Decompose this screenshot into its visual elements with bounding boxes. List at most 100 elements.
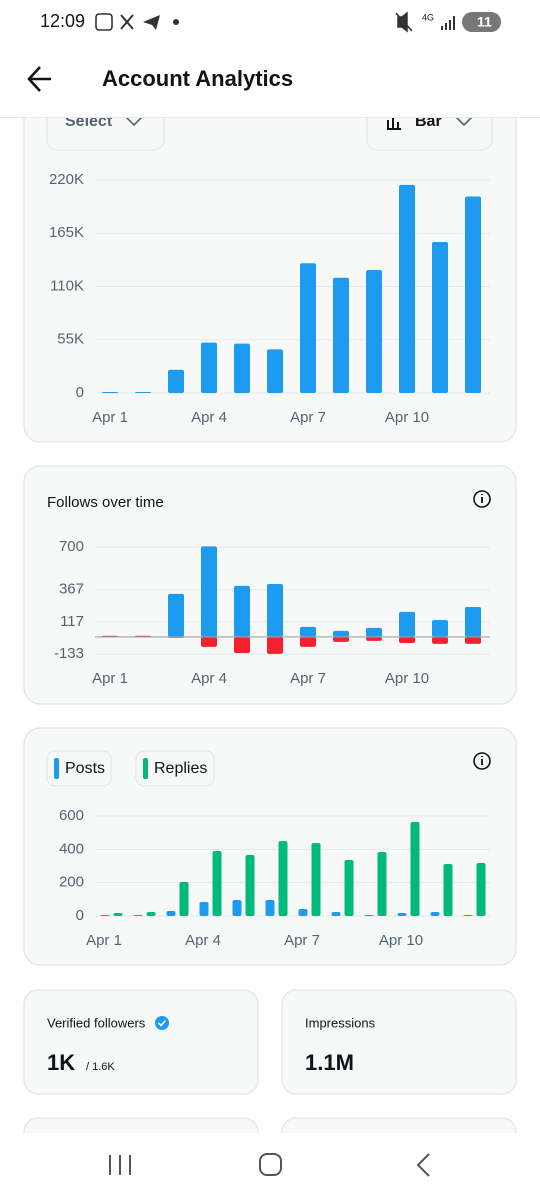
x-tick-label: Apr 7 <box>290 670 326 687</box>
legend-label: Posts <box>65 760 105 777</box>
legend-chip[interactable] <box>46 750 112 787</box>
bar <box>333 277 349 393</box>
card <box>23 727 517 966</box>
bar <box>102 392 118 393</box>
content: Select Bar Follows over time Posts Repli… <box>23 69 517 1179</box>
x-tick-label: Apr 1 <box>92 409 128 426</box>
x-tick-label: Apr 4 <box>191 670 227 687</box>
bar <box>443 864 453 916</box>
bar <box>113 913 123 916</box>
battery <box>462 12 501 32</box>
bar <box>397 913 407 916</box>
info-icon[interactable] <box>473 490 491 508</box>
status-icon <box>143 15 160 30</box>
bar <box>135 392 151 393</box>
stat-label: Impressions <box>305 1015 376 1030</box>
y-tick-label: 700 <box>59 538 84 555</box>
recents-button[interactable] <box>109 1155 131 1175</box>
bar <box>399 611 415 637</box>
bar <box>168 593 184 637</box>
bar <box>366 270 382 393</box>
home-button[interactable] <box>259 1153 282 1176</box>
bar <box>278 841 288 916</box>
bar <box>168 369 184 393</box>
back-nav-button[interactable] <box>416 1153 430 1177</box>
bar <box>199 902 209 916</box>
legend-swatch <box>143 758 148 779</box>
x-tick-label: Apr 1 <box>86 932 122 949</box>
x-tick-label: Apr 7 <box>284 932 320 949</box>
bar <box>463 915 473 916</box>
y-tick-label: 400 <box>59 840 84 857</box>
bar <box>267 636 283 654</box>
page-title: Account Analytics <box>102 66 293 91</box>
bar <box>432 241 448 393</box>
verified-badge <box>155 1016 169 1030</box>
y-tick-label: -133 <box>54 645 84 662</box>
battery-level: 11 <box>477 14 492 30</box>
bar <box>465 636 481 644</box>
status-network: 4G <box>422 12 434 22</box>
x-tick-label: Apr 10 <box>379 932 423 949</box>
legend-swatch <box>54 758 59 779</box>
bar <box>265 900 275 916</box>
back-button[interactable] <box>27 66 51 92</box>
signal-icon <box>441 16 455 30</box>
bar <box>212 851 222 916</box>
bar <box>432 619 448 637</box>
bar <box>410 822 420 916</box>
bar <box>146 912 156 916</box>
legend-chip[interactable] <box>135 750 215 787</box>
bar <box>166 911 176 916</box>
bar <box>476 863 486 916</box>
bar <box>267 583 283 637</box>
bar <box>331 912 341 916</box>
bar <box>298 909 308 916</box>
bar <box>232 900 242 916</box>
mute-icon <box>395 11 413 33</box>
x-tick-label: Apr 10 <box>385 670 429 687</box>
bar <box>234 343 250 393</box>
bar <box>201 342 217 393</box>
legend-label: Replies <box>154 760 207 777</box>
stat-value: 1K <box>47 1050 75 1075</box>
x-tick-label: Apr 10 <box>385 409 429 426</box>
status-icon <box>95 13 113 31</box>
y-tick-label: 0 <box>76 384 84 401</box>
x-tick-label: Apr 4 <box>185 932 221 949</box>
chevron <box>125 116 143 127</box>
info-icon[interactable] <box>473 752 491 770</box>
bar <box>133 915 143 916</box>
status-time: 12:09 <box>40 11 85 31</box>
bar <box>234 585 250 637</box>
bar <box>366 627 382 637</box>
stat-card[interactable] <box>23 989 259 1095</box>
chevron <box>455 116 473 127</box>
y-tick-label: 200 <box>59 874 84 891</box>
bar <box>245 855 255 916</box>
nav-bar <box>0 1133 540 1200</box>
y-tick-label: 110K <box>50 277 84 294</box>
y-tick-label: 0 <box>76 907 84 924</box>
bar <box>234 636 250 653</box>
header-bg <box>0 0 540 117</box>
bar <box>344 860 354 916</box>
stat-card[interactable] <box>281 989 517 1095</box>
y-tick-label: 165K <box>49 224 84 241</box>
bar <box>465 606 481 637</box>
bar <box>267 349 283 393</box>
bar <box>465 196 481 393</box>
bar <box>399 636 415 643</box>
y-tick-label: 117 <box>60 613 84 630</box>
y-tick-label: 220K <box>49 171 84 188</box>
bar <box>377 852 387 916</box>
stat-value: 1.1M <box>305 1050 354 1075</box>
x-tick-label: Apr 7 <box>290 409 326 426</box>
bar <box>399 184 415 393</box>
bar <box>311 843 321 916</box>
x-tick-label: Apr 1 <box>92 670 128 687</box>
status-icon <box>173 19 179 25</box>
bar-icon <box>387 116 401 130</box>
